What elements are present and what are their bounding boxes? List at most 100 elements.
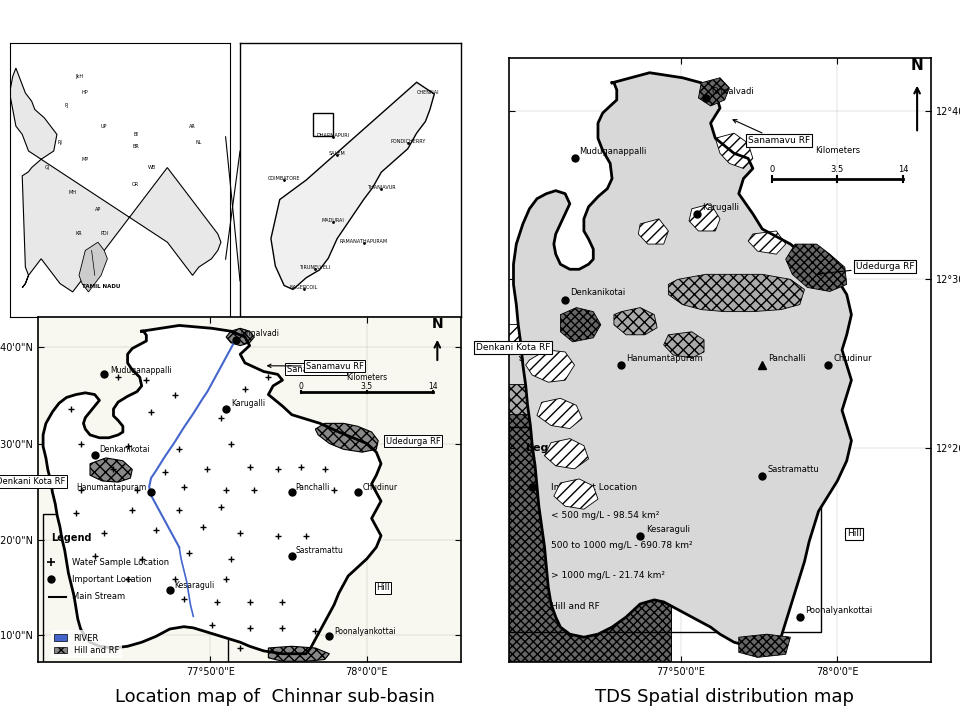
Text: Onnalvadi: Onnalvadi	[240, 329, 279, 338]
Text: Sastramattu: Sastramattu	[768, 465, 820, 474]
Text: Hill and RF: Hill and RF	[551, 602, 600, 611]
Text: Kilometers: Kilometers	[815, 146, 860, 156]
Text: 14: 14	[898, 164, 908, 174]
Text: Muduganappalli: Muduganappalli	[110, 366, 173, 374]
Text: Water Sample Location: Water Sample Location	[72, 558, 169, 567]
Text: Hill: Hill	[376, 583, 390, 593]
Polygon shape	[739, 634, 790, 657]
Text: KR: KR	[76, 231, 83, 236]
Polygon shape	[537, 398, 582, 428]
Polygon shape	[271, 82, 434, 289]
Text: TAMIL NADU: TAMIL NADU	[83, 284, 121, 289]
Text: Main Stream: Main Stream	[72, 593, 126, 601]
Text: NL: NL	[196, 140, 203, 145]
Text: MADURAI: MADURAI	[322, 218, 345, 223]
Text: WB: WB	[148, 165, 156, 170]
Text: Udedurga RF: Udedurga RF	[386, 436, 441, 446]
Text: AP: AP	[95, 207, 101, 212]
Text: Hanumantapuram: Hanumantapuram	[76, 482, 146, 492]
Text: Karugalli: Karugalli	[230, 399, 265, 408]
Text: 3.5: 3.5	[361, 382, 373, 391]
Text: GJ: GJ	[45, 165, 50, 170]
Text: Panchalli: Panchalli	[296, 482, 330, 492]
Text: Kesaraguli: Kesaraguli	[646, 526, 690, 534]
Text: Legend: Legend	[51, 534, 91, 544]
Text: Chudinur: Chudinur	[362, 482, 397, 492]
Text: Sastramattu: Sastramattu	[296, 546, 344, 555]
Polygon shape	[638, 219, 668, 244]
Polygon shape	[43, 325, 381, 654]
Polygon shape	[689, 204, 720, 231]
Polygon shape	[561, 307, 601, 342]
Text: 0: 0	[769, 164, 775, 174]
Polygon shape	[554, 479, 598, 509]
Polygon shape	[526, 350, 574, 382]
Text: TDS Spatial distribution map: TDS Spatial distribution map	[595, 688, 854, 706]
Text: NAGERCOIL: NAGERCOIL	[290, 285, 318, 290]
Text: Chudinur: Chudinur	[833, 354, 873, 363]
Text: MP: MP	[82, 157, 89, 162]
Text: BI: BI	[133, 132, 138, 137]
Polygon shape	[699, 78, 730, 106]
Text: RAMANATHAPURAM: RAMANATHAPURAM	[340, 239, 388, 244]
Polygon shape	[10, 68, 221, 292]
Text: Denkani Kota RF: Denkani Kota RF	[476, 343, 550, 361]
Text: 14: 14	[428, 382, 438, 391]
Text: SALEM: SALEM	[328, 150, 346, 156]
Text: Karugalli: Karugalli	[702, 203, 739, 212]
Text: Panchalli: Panchalli	[768, 354, 805, 363]
Text: PONDICHERRY: PONDICHERRY	[390, 139, 425, 144]
Polygon shape	[668, 274, 804, 312]
Polygon shape	[715, 133, 753, 168]
Text: Denkanikotai: Denkanikotai	[100, 445, 150, 454]
Text: RJ: RJ	[58, 140, 62, 145]
Polygon shape	[315, 423, 378, 452]
Text: Udedurga RF: Udedurga RF	[818, 262, 915, 275]
Text: OR: OR	[132, 181, 139, 186]
Text: DHARMAPURI: DHARMAPURI	[316, 133, 349, 138]
Text: > 1000 mg/L - 21.74 km²: > 1000 mg/L - 21.74 km²	[551, 572, 665, 580]
Text: COIMBATORE: COIMBATORE	[268, 176, 300, 181]
FancyBboxPatch shape	[395, 384, 671, 720]
Text: N: N	[911, 58, 924, 73]
Text: N: N	[432, 318, 444, 331]
Text: < 500 mg/L - 98.54 km²: < 500 mg/L - 98.54 km²	[551, 511, 660, 520]
Polygon shape	[79, 242, 108, 292]
Text: Kilometers: Kilometers	[347, 373, 388, 382]
Text: 500 to 1000 mg/L - 690.78 km²: 500 to 1000 mg/L - 690.78 km²	[551, 541, 693, 550]
Text: Sanamavu RF: Sanamavu RF	[287, 364, 345, 374]
Text: Hill: Hill	[847, 529, 861, 539]
Text: THANJAVUR: THANJAVUR	[367, 184, 396, 189]
Polygon shape	[544, 438, 588, 469]
Polygon shape	[90, 458, 132, 482]
Text: Denkanikotai: Denkanikotai	[570, 289, 625, 297]
Text: AR: AR	[189, 124, 196, 129]
Polygon shape	[748, 231, 785, 254]
Text: Poonalyankottai: Poonalyankottai	[334, 626, 396, 636]
Text: Denkani Kota RF: Denkani Kota RF	[0, 477, 65, 486]
Text: PDI: PDI	[100, 231, 108, 236]
Polygon shape	[514, 73, 852, 647]
Bar	[313, 113, 333, 136]
Text: Location map of  Chinnar sub-basin: Location map of Chinnar sub-basin	[115, 688, 435, 706]
FancyBboxPatch shape	[395, 415, 671, 720]
Polygon shape	[785, 244, 847, 292]
Text: Legend: Legend	[526, 443, 571, 453]
Text: CHENNAI: CHENNAI	[417, 90, 439, 95]
Legend: RIVER, Hill and RF: RIVER, Hill and RF	[51, 630, 122, 658]
Polygon shape	[227, 328, 254, 346]
Text: BR: BR	[132, 144, 139, 149]
Text: Important Location: Important Location	[72, 575, 152, 584]
Polygon shape	[663, 332, 704, 358]
Text: TIRUNELVELI: TIRUNELVELI	[300, 265, 330, 270]
Text: Onnalvadi: Onnalvadi	[711, 87, 755, 96]
Polygon shape	[269, 647, 329, 661]
Text: 3.5: 3.5	[830, 164, 844, 174]
Text: JkH: JkH	[75, 74, 84, 79]
Text: MH: MH	[69, 190, 77, 195]
Text: Kesaraguli: Kesaraguli	[175, 580, 215, 590]
Text: Hanumantapuram: Hanumantapuram	[626, 354, 703, 363]
FancyBboxPatch shape	[395, 324, 671, 708]
Text: Important Location: Important Location	[551, 482, 637, 492]
Text: PJ: PJ	[64, 103, 68, 108]
